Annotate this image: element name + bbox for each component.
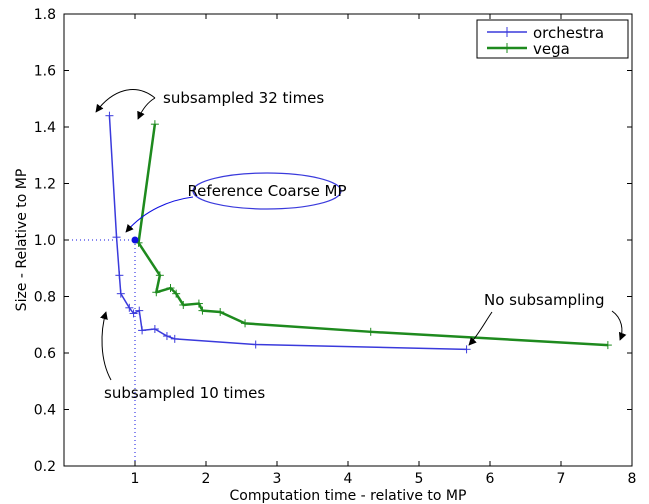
data-point-orchestra-4 [125,303,134,312]
data-point-vega-9 [216,308,225,317]
annotation-subsampled-32: subsampled 32 times [163,89,324,107]
annotation-reference-coarse-mp: Reference Coarse MP [187,182,346,200]
data-point-orchestra-8 [150,324,159,333]
y-tick-label-1: 0.4 [34,403,56,419]
plot-area [63,13,633,467]
y-tick-label-7: 1.6 [34,64,56,80]
y-tick-label-8: 1.8 [34,7,56,23]
data-point-orchestra-2 [115,271,124,280]
data-point-vega-10 [241,319,250,328]
data-point-orchestra-10 [170,334,179,343]
y-axis-label: Size - Relative to MP [14,169,30,312]
reference-callout-bubble [192,172,342,210]
data-point-orchestra-1 [112,233,121,242]
arrow-subsampled-32-vega [137,97,156,120]
x-axis-label: Computation time - relative to MP [230,488,467,504]
annotations: subsampled 32 times Reference Coarse MP … [95,89,627,402]
arrow-reference [125,196,194,233]
legend-box [476,19,629,59]
annotation-no-subsampling: No subsampling [484,291,605,309]
arrow-subsampled-10 [100,311,112,381]
x-tick-label-3: 4 [344,471,353,487]
reference-dotted-lines [64,239,136,466]
arrow-subsampled-32-orchestra [95,89,156,113]
data-point-orchestra-6 [135,306,144,315]
data-point-vega-11 [366,327,375,336]
y-tick-label-0: 0.2 [34,459,56,475]
data-point-orchestra-9 [162,332,171,341]
x-tick-label-2: 3 [273,471,282,487]
data-point-vega-0 [150,120,159,129]
arrow-no-subsampling-orchestra [468,311,493,346]
series-lines [105,111,612,354]
data-point-vega-8 [198,306,207,315]
axis-ticks: 1 2 3 4 5 6 7 8 0.2 0.4 0.6 0.8 1.0 1.2 1.4 1.6 1.8 [34,7,637,487]
y-tick-label-5: 1.2 [34,177,56,193]
legend-label-orchestra: orchestra [533,24,604,42]
arrow-no-subsampling-vega [611,310,627,341]
data-point-orchestra-7 [138,326,147,335]
data-point-vega-5 [172,289,181,298]
data-point-orchestra-12 [462,345,471,354]
y-tick-label-6: 1.4 [34,120,56,136]
data-point-vega-7 [194,299,203,308]
data-point-orchestra-11 [251,340,260,349]
data-point-vega-4 [166,284,175,293]
legend-label-vega: vega [533,40,570,58]
legend: orchestra vega [476,19,629,59]
x-tick-label-5: 6 [486,471,495,487]
y-tick-label-3: 0.8 [34,290,56,306]
y-tick-label-4: 1.0 [34,233,56,249]
x-tick-label-6: 7 [557,471,566,487]
data-point-orchestra-3 [116,289,125,298]
reference-point [131,236,139,244]
data-point-vega-2 [155,271,164,280]
x-tick-label-0: 1 [131,471,140,487]
y-tick-label-2: 0.6 [34,346,56,362]
data-point-vega-12 [603,341,612,350]
data-point-orchestra-5 [129,309,138,318]
annotation-subsampled-10: subsampled 10 times [104,384,265,402]
data-point-vega-6 [179,300,188,309]
x-tick-label-7: 8 [628,471,637,487]
data-point-vega-3 [152,288,161,297]
data-point-orchestra-0 [105,111,114,120]
x-tick-label-4: 5 [415,471,424,487]
x-tick-label-1: 2 [202,471,211,487]
